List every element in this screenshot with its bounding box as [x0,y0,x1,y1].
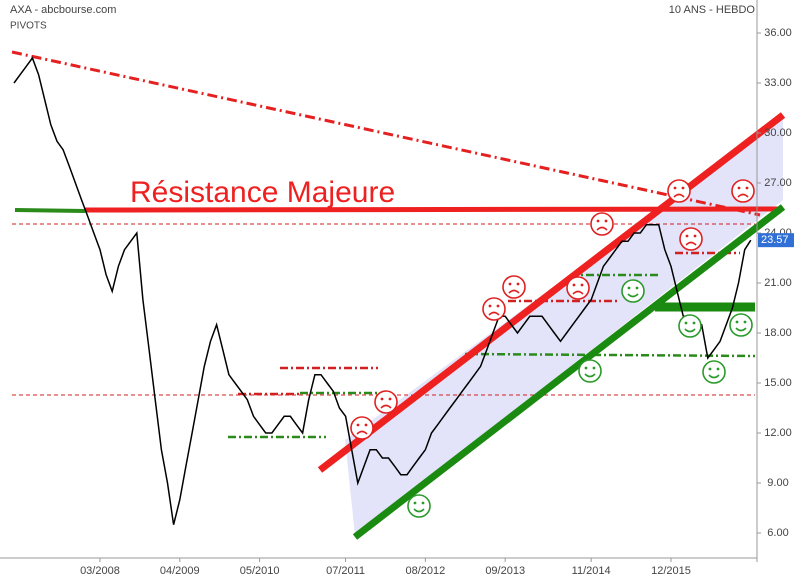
eye [380,397,384,401]
mouth [684,328,696,333]
x-tick-label: 12/2015 [651,565,691,577]
face [578,359,602,383]
mouth [356,430,368,435]
face [667,179,691,203]
eye [692,321,696,325]
mouth [673,193,685,198]
eye [356,423,360,427]
y-tick-label: 27.00 [764,177,792,189]
x-tick-label: 11/2014 [572,565,611,577]
eye [584,366,588,370]
subtitle: PIVOTS [10,21,47,32]
mouth [508,289,520,294]
eye [488,304,492,308]
y-tick-label: 36.00 [764,27,792,39]
mouth [735,327,747,332]
mouth [596,226,608,231]
eye [572,283,576,287]
x-tick-label: 07/2011 [326,565,365,577]
y-tick-label: 33.00 [764,77,792,89]
eye [681,186,685,190]
last-price-label: 23.57 [761,234,789,246]
eye [413,501,417,505]
mouth [685,241,697,246]
eye [388,397,392,401]
channel [345,118,783,535]
mouth [737,193,749,198]
eye [708,367,712,371]
face [702,360,726,384]
eye [685,234,689,238]
eye [604,219,608,223]
face [350,416,374,440]
period-label: 10 ANS - HEBDO [669,4,756,16]
x-tick-label: 09/2013 [485,565,525,577]
x-tick-label: 08/2012 [405,565,445,577]
face [502,275,526,299]
smileys [350,179,755,518]
annotation: Résistance Majeure [130,176,395,209]
face [374,390,398,414]
support-line [14,208,86,213]
eye [693,234,697,238]
eye [508,282,512,286]
y-tick-label: 9.00 [767,477,788,489]
eye [716,367,720,371]
chart-title: AXA - abcbourse.com [10,4,116,16]
x-tick-label: 05/2010 [240,565,280,577]
last-price-box [758,233,794,248]
eye [635,286,639,290]
channel-bottom [352,204,786,540]
eye [743,320,747,324]
face [729,313,753,337]
face [731,179,755,203]
annotations [11,50,786,540]
mouth [708,374,720,379]
x-tick-label: 03/2008 [80,565,120,577]
trend-line [11,50,761,217]
eye [516,282,520,286]
price-line [13,56,752,525]
face [621,279,645,303]
eye [596,219,600,223]
mouth [627,293,639,298]
channel-top [317,112,786,473]
y-tick-label: 6.00 [767,527,788,539]
eye [421,501,425,505]
eye [496,304,500,308]
eye [745,186,749,190]
face [407,494,431,518]
face [590,212,614,236]
face [566,276,590,300]
face [678,314,702,338]
y-tick-label: 12.00 [764,427,792,439]
eye [364,423,368,427]
face [679,227,703,251]
eye [627,286,631,290]
y-tick-label: 21.00 [764,277,792,289]
eye [673,186,677,190]
mouth [584,373,596,378]
price-layer [13,56,752,525]
mouth [380,404,392,409]
eye [580,283,584,287]
eye [684,321,688,325]
y-tick-label: 15.00 [764,377,792,389]
x-tick-label: 04/2009 [160,565,200,577]
y-tick-label: 18.00 [764,327,792,339]
eye [592,366,596,370]
y-tick-label: 30.00 [764,127,792,139]
eye [737,186,741,190]
eye [735,320,739,324]
mouth [413,508,425,513]
mouth [572,290,584,295]
face [482,297,506,321]
mouth [488,311,500,316]
resistance-line [84,206,784,213]
